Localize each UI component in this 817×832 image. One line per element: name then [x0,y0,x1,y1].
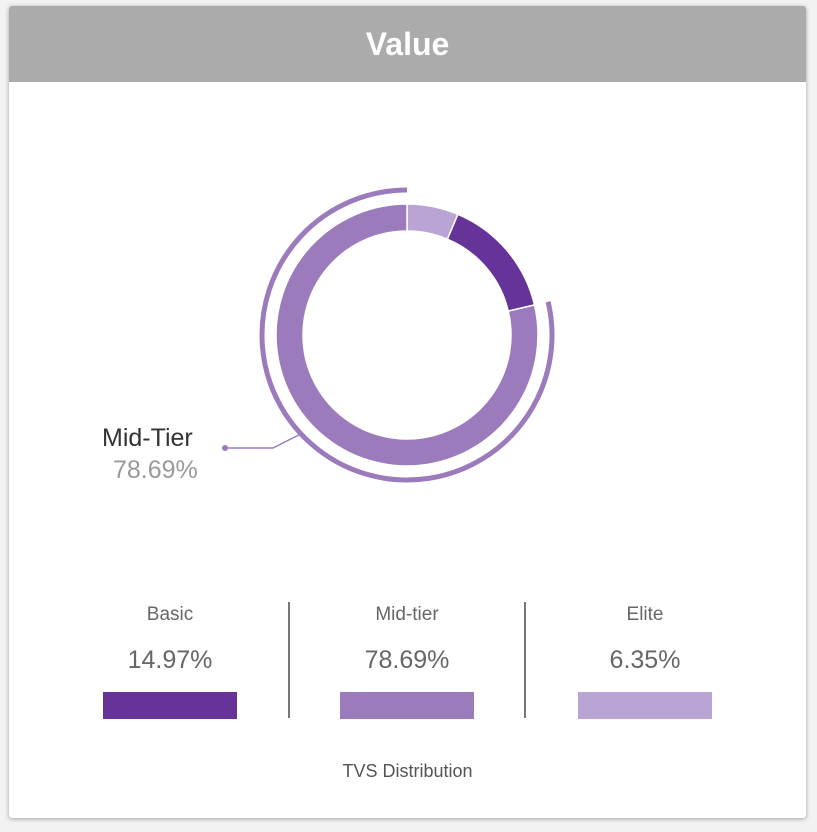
legend-swatch [340,692,474,719]
legend-item-mid-tier: Mid-tier 78.69% [340,602,474,732]
legend-label: Basic [146,604,194,625]
chart-card: Value Mid-Tier 78.69% Basic 14.97% Mid-t… [9,6,806,818]
leader-line [225,433,302,449]
highlight-label: Mid-Tier [102,424,193,452]
card-title: Value [365,25,450,62]
donut-slice-basic [446,213,536,313]
legend-label: Mid-tier [375,604,439,625]
legend-swatch [103,692,237,719]
donut-slice-mid-tier [275,203,539,467]
card-header: Value [9,6,806,82]
legend-divider [288,602,290,718]
highlight-value: 78.69% [113,456,198,484]
legend-swatch [578,692,712,719]
legend-label: Elite [626,604,664,625]
highlight-arc [259,187,555,483]
leader-dot [222,445,228,451]
legend-item-elite: Elite 6.35% [578,602,712,732]
legend-value: 78.69% [364,646,450,674]
chart-caption: TVS Distribution [342,761,473,781]
donut-chart [222,187,555,483]
legend-value: 14.97% [127,646,213,674]
legend-divider [524,602,526,718]
legend-value: 6.35% [609,646,681,674]
legend-item-basic: Basic 14.97% [103,602,237,732]
